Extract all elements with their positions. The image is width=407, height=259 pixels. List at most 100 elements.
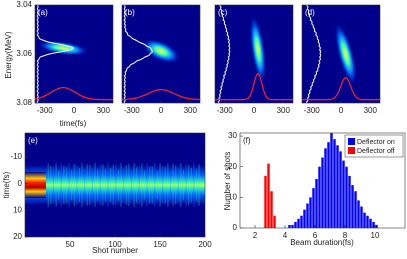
y-tick-label: 3.08: [16, 98, 32, 107]
y-tick-label: 30: [228, 131, 237, 140]
heatmap-noise: [130, 169, 133, 201]
panel-label: (c): [218, 8, 228, 17]
heatmap-noise: [52, 166, 55, 204]
heatmap-noise: [115, 164, 117, 206]
axes-frame: [239, 132, 406, 229]
heatmap-noise: [73, 163, 75, 207]
x-tick-label: 0: [72, 106, 77, 115]
heatmap-noise: [162, 165, 164, 205]
panel-label: (a): [38, 8, 48, 17]
heatmap-noise: [91, 168, 94, 202]
heatmap-noise: [149, 166, 151, 204]
heatmap-noise: [172, 163, 174, 207]
time-profile: [301, 77, 381, 101]
heatmap-blob: [141, 38, 181, 64]
x-tick-label: 10: [371, 231, 380, 240]
heatmap-noise: [86, 164, 88, 206]
histogram-bar: [315, 178, 318, 228]
x-tick-label: 300: [97, 106, 111, 115]
y-axis-label: time(fs): [2, 171, 11, 198]
heatmap-noise: [102, 164, 104, 206]
x-tick-label: 300: [277, 106, 291, 115]
energy-profile: [217, 4, 231, 104]
y-tick-label: 3.06: [16, 49, 32, 58]
y-tick-label: 10: [13, 205, 22, 214]
histogram-bar: [309, 197, 312, 228]
histogram-bar: [270, 191, 273, 228]
x-tick-label: -300: [304, 106, 321, 115]
x-tick-label: 4: [283, 231, 288, 240]
x-axis-label: Shot number: [92, 246, 138, 255]
plot-content: [25, 4, 381, 237]
histogram-bar: [294, 221, 297, 228]
heatmap-noise: [128, 163, 130, 207]
heatmap-noise: [164, 166, 166, 204]
heatmap-noise: [58, 170, 60, 200]
histogram-bar: [372, 221, 375, 228]
heatmap-noise: [63, 165, 65, 205]
histogram-bar: [324, 148, 327, 228]
heatmap-noise: [177, 167, 179, 203]
panel-label: (b): [125, 8, 135, 17]
heatmap-noise: [180, 163, 182, 207]
histogram-bar: [300, 215, 303, 228]
heatmap-noise: [50, 166, 52, 204]
heatmap-noise: [146, 163, 148, 207]
heatmap-noise: [133, 163, 135, 207]
histogram-bar: [291, 224, 294, 228]
heatmap-noise: [167, 163, 169, 207]
legend-swatch: [348, 138, 355, 145]
x-tick-label: 50: [66, 240, 75, 249]
heatmap-noise: [195, 169, 198, 201]
histogram-bar: [303, 209, 306, 228]
x-tick-label: -300: [217, 106, 234, 115]
x-tick-label: 6: [313, 231, 318, 240]
x-tick-label: 0: [252, 106, 257, 115]
y-tick-label: 20: [13, 232, 22, 241]
histogram-bar: [321, 157, 324, 228]
histogram-bar: [345, 166, 348, 228]
y-axis-label: Number of shots: [223, 152, 232, 211]
histogram-bar: [339, 151, 342, 228]
heatmap-blob: [334, 21, 358, 87]
panel-label: (f): [243, 136, 251, 145]
heatmap-noise: [188, 165, 190, 205]
histogram-bar: [330, 133, 333, 228]
x-tick-label: 8: [343, 231, 348, 240]
legend-label: Deflector off: [357, 148, 395, 155]
histogram-bar: [312, 188, 315, 228]
x-tick-label: 0: [159, 106, 164, 115]
histogram-bar: [357, 200, 360, 228]
x-tick-label: 300: [184, 106, 198, 115]
histogram-bar: [288, 224, 291, 228]
heatmap-noise: [47, 163, 49, 207]
energy-profile: [305, 4, 322, 104]
heatmap-noise: [81, 163, 83, 207]
histogram-bar: [342, 160, 345, 228]
heatmap-noise: [175, 165, 177, 205]
histogram-bar: [354, 191, 357, 228]
heatmap-noise: [125, 165, 127, 205]
heatmap-noise: [169, 170, 172, 200]
histogram-bar: [375, 224, 378, 228]
histogram-bar: [351, 185, 354, 228]
histogram-bar: [363, 212, 366, 228]
energy-profile: [123, 4, 153, 104]
heatmap-noise: [123, 167, 125, 203]
heatmap-noise: [55, 163, 57, 207]
x-tick-label: 300: [364, 106, 378, 115]
y-tick-label: 0: [233, 223, 238, 232]
x-tick-label: 150: [153, 240, 167, 249]
histogram-bar: [348, 175, 351, 228]
heatmap-noise: [190, 167, 192, 203]
heatmap-noise: [76, 165, 78, 205]
time-profile: [214, 72, 294, 101]
y-tick-label: 3.04: [16, 0, 32, 9]
heatmap-noise: [159, 163, 161, 207]
heatmap-noise: [104, 168, 107, 202]
y-axis-label: Energy(MeV): [4, 31, 13, 78]
x-tick-label: 0: [339, 106, 344, 115]
heatmap-noise: [117, 169, 120, 201]
histogram-bar: [327, 142, 330, 228]
heatmap-band: [25, 165, 205, 205]
